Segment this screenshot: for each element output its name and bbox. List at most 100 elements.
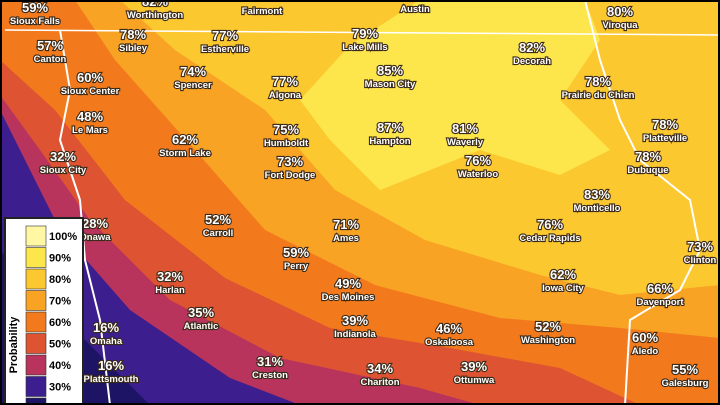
city-value: 16% <box>98 358 124 373</box>
city-value: 87% <box>377 120 403 135</box>
city-value: 78% <box>585 74 611 89</box>
state-border <box>4 29 720 36</box>
city-name: Ames <box>333 233 359 244</box>
city-value: 59% <box>22 0 48 15</box>
legend-label: 60% <box>49 317 71 329</box>
city-value: 66% <box>647 281 673 296</box>
city-name: Creston <box>252 370 288 381</box>
city-value: 32% <box>157 269 183 284</box>
city-name: Canton <box>34 54 67 65</box>
city-name: Carroll <box>203 228 234 239</box>
legend-label: 100% <box>49 231 77 243</box>
city-value: 32% <box>50 149 76 164</box>
band-90 <box>300 0 610 190</box>
city-name: Galesburg <box>662 378 709 389</box>
legend-label: 70% <box>49 296 71 308</box>
city-name: Monticello <box>574 203 621 214</box>
city-name: Sibley <box>119 43 148 54</box>
city-name: Waverly <box>447 137 484 148</box>
city-value: 77% <box>212 28 238 43</box>
city-value: 78% <box>652 117 678 132</box>
legend-label: 30% <box>49 382 71 394</box>
city-name: Plattsmouth <box>84 374 139 385</box>
city-value: 73% <box>687 239 713 254</box>
city-name: Worthington <box>127 10 183 21</box>
city-name: Sioux Falls <box>10 16 60 27</box>
city-value: 16% <box>93 320 119 335</box>
city-name: Indianola <box>334 329 376 340</box>
city-value: 28% <box>82 216 108 231</box>
legend-label: 90% <box>49 253 71 265</box>
legend-swatch <box>25 247 47 268</box>
legend: Probability 100%90%80%70%60%50%40%30%20% <box>4 217 84 405</box>
city-name: Ottumwa <box>454 375 495 386</box>
city-name: Clinton <box>684 255 717 266</box>
city-name: Cedar Rapids <box>519 233 580 244</box>
city-value: 75% <box>273 122 299 137</box>
legend-label: 50% <box>49 339 71 351</box>
city-name: Estherville <box>201 44 249 55</box>
city-value: 71% <box>333 217 359 232</box>
city-value: 78% <box>635 149 661 164</box>
city-name: Aledo <box>632 346 659 357</box>
city-value: 74% <box>180 64 206 79</box>
city-name: Le Mars <box>72 125 108 136</box>
city-name: Onawa <box>79 232 111 243</box>
city-name: Decorah <box>513 56 551 67</box>
city-value: 62% <box>172 132 198 147</box>
city-value: 81% <box>452 121 478 136</box>
city-name: Mason City <box>365 79 416 90</box>
city-value: 76% <box>537 217 563 232</box>
city-name: Washington <box>521 335 575 346</box>
city-value: 39% <box>461 359 487 374</box>
place-name: Austin <box>400 4 430 15</box>
city-name: Humboldt <box>264 138 309 149</box>
city-name: Algona <box>269 90 302 101</box>
city-value: 85% <box>377 63 403 78</box>
city-name: Sioux Center <box>61 86 120 97</box>
legend-swatch <box>25 268 47 290</box>
city-value: 79% <box>352 26 378 41</box>
city-value: 78% <box>120 27 146 42</box>
river <box>584 0 702 405</box>
city-name: Viroqua <box>602 20 638 31</box>
city-name: Sioux City <box>40 165 87 176</box>
city-name: Des Moines <box>322 292 375 303</box>
city-value: 59% <box>283 245 309 260</box>
city-value: 82% <box>142 0 168 9</box>
legend-label: 80% <box>49 274 71 286</box>
place-name: Fairmont <box>242 6 283 17</box>
city-value: 62% <box>550 267 576 282</box>
city-value: 46% <box>436 321 462 336</box>
city-name: Perry <box>284 261 309 272</box>
city-name: Platteville <box>643 133 687 144</box>
city-value: 73% <box>277 154 303 169</box>
city-name: Oskaloosa <box>425 337 474 348</box>
city-value: 48% <box>77 109 103 124</box>
city-name: Hampton <box>369 136 410 147</box>
legend-swatch <box>25 354 47 376</box>
city-name: Harlan <box>155 285 185 296</box>
city-name: Prairie du Chien <box>562 90 635 101</box>
city-value: 39% <box>342 313 368 328</box>
legend-swatch <box>25 311 47 333</box>
legend-swatch <box>25 397 47 405</box>
city-value: 82% <box>519 40 545 55</box>
city-value: 52% <box>205 212 231 227</box>
legend-swatch <box>25 225 47 247</box>
city-value: 31% <box>257 354 283 369</box>
city-value: 35% <box>188 305 214 320</box>
city-name: Dubuque <box>627 165 668 176</box>
city-value: 60% <box>77 70 103 85</box>
city-name: Fort Dodge <box>265 170 316 181</box>
city-value: 57% <box>37 38 63 53</box>
legend-title: Probability <box>8 316 20 374</box>
city-value: 60% <box>632 330 658 345</box>
legend-swatch <box>25 290 47 311</box>
river <box>58 29 111 405</box>
city-value: 52% <box>535 319 561 334</box>
city-value: 49% <box>335 276 361 291</box>
city-name: Davenport <box>637 297 685 308</box>
